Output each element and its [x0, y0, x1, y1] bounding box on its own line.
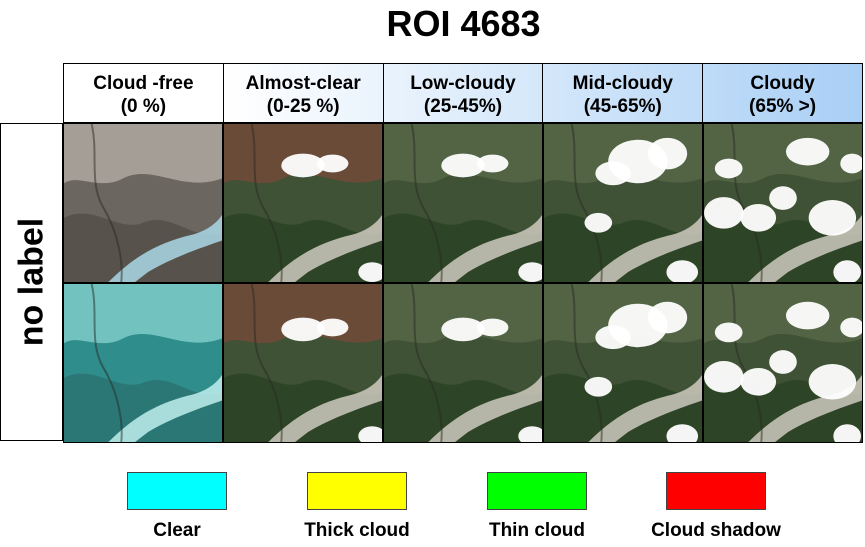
column-header-line1: Almost-clear: [245, 73, 361, 94]
legend-swatch: [666, 472, 766, 510]
column-header-line1: Cloudy: [750, 73, 815, 94]
legend: Clear Thick cloud Thin cloud Cloud shado…: [0, 470, 865, 547]
satellite-tile: [63, 283, 223, 443]
satellite-tile: [223, 123, 383, 283]
legend-item-thick-cloud: Thick cloud: [257, 470, 457, 542]
column-header-low-cloudy: Low-cloudy (25-45%): [384, 64, 544, 122]
satellite-tile: [543, 123, 703, 283]
column-header-line2: (45-65%): [583, 96, 662, 117]
row-label: no label: [12, 217, 50, 347]
column-header-almost-clear: Almost-clear (0-25 %): [224, 64, 384, 122]
column-header-row: Cloud -free (0 %) Almost-clear (0-25 %) …: [63, 63, 863, 123]
column-header-mid-cloudy: Mid-cloudy (45-65%): [543, 64, 704, 122]
page-title: ROI 4683: [386, 3, 541, 44]
legend-item-clear: Clear: [77, 470, 277, 542]
column-header-line1: Mid-cloudy: [572, 73, 673, 94]
legend-swatch: [487, 472, 587, 510]
legend-label: Clear: [153, 520, 201, 541]
image-grid: [63, 123, 863, 443]
satellite-tile: [383, 283, 543, 443]
legend-swatch: [307, 472, 407, 510]
column-header-line2: (0 %): [120, 96, 167, 117]
column-header-line1: Cloud -free: [93, 73, 194, 94]
legend-swatch: [127, 472, 227, 510]
satellite-tile: [543, 283, 703, 443]
column-header-cloud-free: Cloud -free (0 %): [64, 64, 224, 122]
column-header-line2: (0-25 %): [266, 96, 340, 117]
legend-item-thin-cloud: Thin cloud: [437, 470, 637, 542]
legend-label: Thin cloud: [488, 520, 586, 541]
satellite-tile: [703, 123, 863, 283]
satellite-tile: [383, 123, 543, 283]
column-header-line2: (65% >): [749, 96, 817, 117]
satellite-tile: [703, 283, 863, 443]
column-header-line1: Low-cloudy: [410, 73, 516, 94]
row-label-box: no label: [0, 123, 63, 441]
legend-label: Thick cloud: [304, 520, 410, 541]
legend-label: Cloud shadow: [651, 520, 781, 541]
column-header-cloudy: Cloudy (65% >): [703, 64, 862, 122]
satellite-tile: [63, 123, 223, 283]
satellite-tile: [223, 283, 383, 443]
legend-item-cloud-shadow: Cloud shadow: [616, 470, 816, 542]
column-header-line2: (25-45%): [423, 96, 503, 117]
